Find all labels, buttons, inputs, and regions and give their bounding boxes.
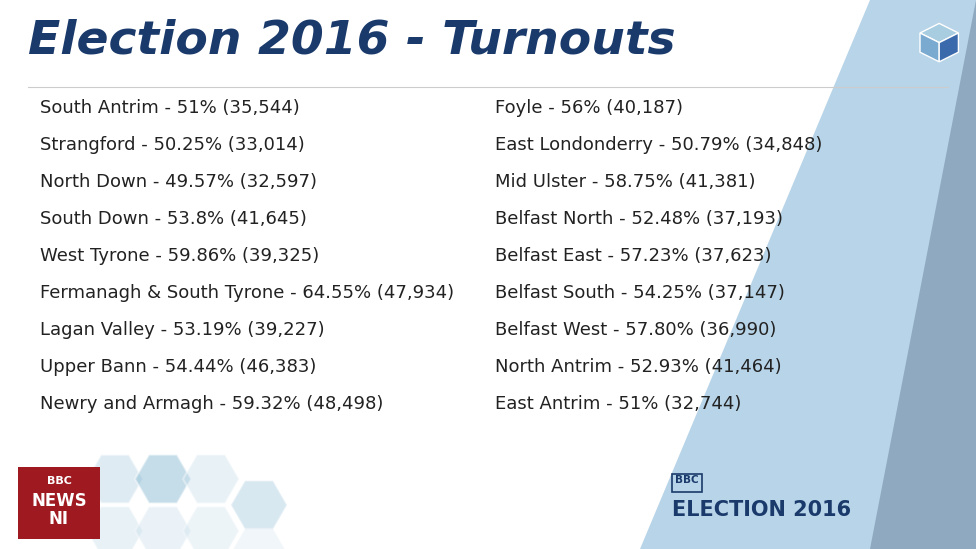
Polygon shape xyxy=(135,507,191,549)
Polygon shape xyxy=(231,529,287,549)
Polygon shape xyxy=(640,0,976,549)
Polygon shape xyxy=(939,33,958,62)
Polygon shape xyxy=(231,481,287,529)
Text: Belfast East - 57.23% (37,623): Belfast East - 57.23% (37,623) xyxy=(495,247,771,265)
Text: Election 2016 - Turnouts: Election 2016 - Turnouts xyxy=(28,19,675,64)
Text: South Down - 53.8% (41,645): South Down - 53.8% (41,645) xyxy=(40,210,306,228)
Text: NEWS: NEWS xyxy=(31,492,87,510)
Text: BBC: BBC xyxy=(675,475,699,485)
Text: ELECTION 2016: ELECTION 2016 xyxy=(672,500,851,520)
Text: Lagan Valley - 53.19% (39,227): Lagan Valley - 53.19% (39,227) xyxy=(40,321,325,339)
Text: North Antrim - 52.93% (41,464): North Antrim - 52.93% (41,464) xyxy=(495,358,782,376)
Text: North Down - 49.57% (32,597): North Down - 49.57% (32,597) xyxy=(40,173,317,191)
Text: BBC: BBC xyxy=(47,476,71,486)
Text: Upper Bann - 54.44% (46,383): Upper Bann - 54.44% (46,383) xyxy=(40,358,316,376)
Polygon shape xyxy=(87,455,143,503)
Polygon shape xyxy=(870,0,976,549)
Text: East Antrim - 51% (32,744): East Antrim - 51% (32,744) xyxy=(495,395,742,413)
Text: South Antrim - 51% (35,544): South Antrim - 51% (35,544) xyxy=(40,99,300,117)
Text: NI: NI xyxy=(49,510,69,528)
Text: Belfast West - 57.80% (36,990): Belfast West - 57.80% (36,990) xyxy=(495,321,776,339)
Text: Newry and Armagh - 59.32% (48,498): Newry and Armagh - 59.32% (48,498) xyxy=(40,395,384,413)
Polygon shape xyxy=(183,455,239,503)
Polygon shape xyxy=(920,24,958,43)
Polygon shape xyxy=(87,507,143,549)
Polygon shape xyxy=(183,507,239,549)
Text: Belfast North - 52.48% (37,193): Belfast North - 52.48% (37,193) xyxy=(495,210,783,228)
Text: Strangford - 50.25% (33,014): Strangford - 50.25% (33,014) xyxy=(40,136,305,154)
Text: West Tyrone - 59.86% (39,325): West Tyrone - 59.86% (39,325) xyxy=(40,247,319,265)
Text: Fermanagh & South Tyrone - 64.55% (47,934): Fermanagh & South Tyrone - 64.55% (47,93… xyxy=(40,284,454,302)
Text: Belfast South - 54.25% (37,147): Belfast South - 54.25% (37,147) xyxy=(495,284,785,302)
Polygon shape xyxy=(920,33,939,62)
FancyBboxPatch shape xyxy=(18,467,100,539)
Text: Mid Ulster - 58.75% (41,381): Mid Ulster - 58.75% (41,381) xyxy=(495,173,755,191)
Text: Foyle - 56% (40,187): Foyle - 56% (40,187) xyxy=(495,99,683,117)
Text: East Londonderry - 50.79% (34,848): East Londonderry - 50.79% (34,848) xyxy=(495,136,823,154)
Polygon shape xyxy=(135,455,191,503)
